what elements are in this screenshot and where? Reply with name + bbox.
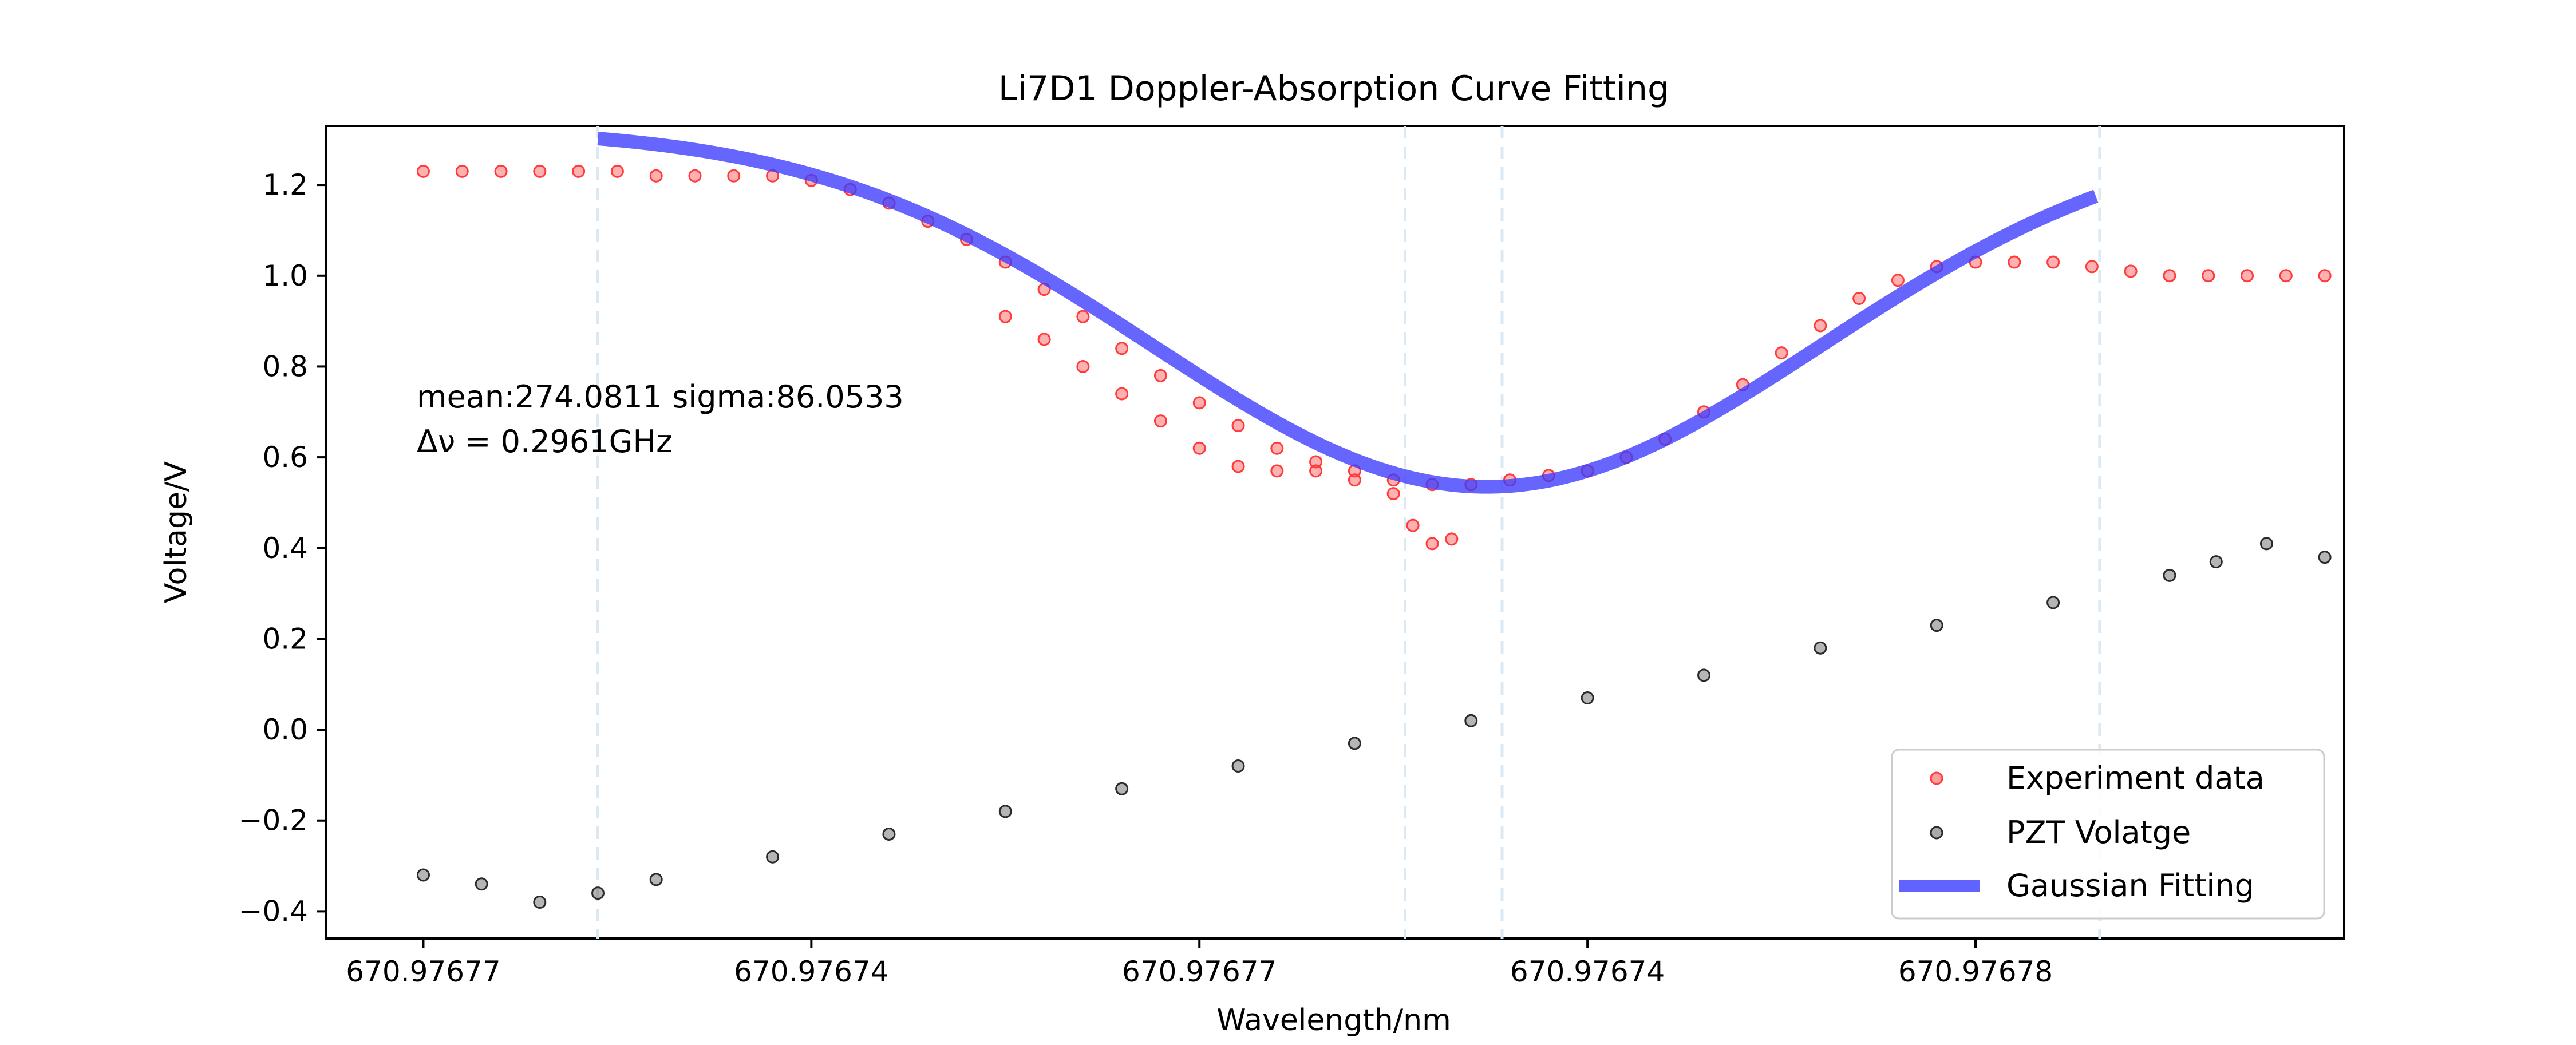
experiment-point — [1425, 537, 1439, 551]
pzt-point — [998, 805, 1012, 818]
x-tick-label-0: 670.97677 — [346, 955, 500, 988]
experiment-point — [1445, 532, 1459, 546]
pzt-point — [766, 850, 780, 864]
pzt-point — [2259, 537, 2273, 551]
pzt-point — [1115, 782, 1129, 795]
x-tick-label-4: 670.97678 — [1898, 955, 2053, 988]
legend-label-experiment: Experiment data — [2006, 760, 2265, 796]
experiment-point — [1153, 369, 1167, 382]
x-tick-label-1: 670.97674 — [734, 955, 888, 988]
experiment-point — [1891, 274, 1905, 287]
pzt-point — [1231, 759, 1245, 773]
legend: Experiment data PZT Volatge Gaussian Fit… — [1891, 749, 2325, 920]
experiment-point — [1192, 441, 1206, 455]
y-tick-label-1: −0.2 — [239, 804, 308, 837]
legend-label-pzt: PZT Volatge — [2006, 814, 2191, 850]
y-tick-label-8: 1.2 — [262, 168, 308, 201]
experiment-point — [1037, 332, 1051, 346]
experiment-point — [2318, 269, 2332, 283]
experiment-point — [533, 164, 547, 178]
pzt-point — [1581, 691, 1594, 705]
series-layer — [416, 132, 2332, 909]
vertical-lines — [596, 126, 2101, 939]
legend-marker-pzt — [1930, 826, 1943, 840]
experiment-point — [1270, 464, 1284, 478]
pzt-point — [1814, 641, 1827, 655]
axes: 670.97677 670.97674 670.97677 670.97674 670.… — [239, 168, 2053, 988]
y-tick-label-3: 0.2 — [262, 622, 308, 655]
experiment-point — [2085, 260, 2099, 274]
legend-box — [1891, 749, 2325, 920]
y-tick-label-2: 0.0 — [262, 713, 308, 746]
pzt-point — [2318, 551, 2332, 564]
y-tick-label-5: 0.6 — [262, 441, 308, 474]
pzt-point — [533, 896, 547, 909]
pzt-point — [2163, 568, 2176, 582]
y-axis-label: Voltage/V — [159, 461, 193, 604]
experiment-point — [416, 164, 430, 178]
experiment-point — [1115, 342, 1129, 355]
experiment-point — [1153, 414, 1167, 428]
experiment-point — [1406, 518, 1420, 532]
plot-area — [325, 125, 2345, 940]
gaussian-fit-line — [597, 132, 2099, 494]
legend-label-gaussian: Gaussian Fitting — [2006, 868, 2254, 904]
experiment-point — [1231, 460, 1245, 473]
experiment-point — [1192, 396, 1206, 410]
pzt-point — [1464, 714, 1478, 727]
experiment-point — [1852, 291, 1866, 305]
pzt-point — [649, 873, 663, 886]
experiment-point — [455, 164, 469, 178]
experiment-point — [610, 164, 624, 178]
pzt-point — [475, 877, 488, 891]
experiment-point — [2202, 269, 2215, 283]
experiment-point — [1231, 419, 1245, 433]
y-tick-label-4: 0.4 — [262, 532, 308, 565]
annotation-mean-sigma: mean:274.0811 sigma:86.0533 — [417, 379, 904, 415]
experiment-point — [1115, 387, 1129, 401]
experiment-point — [2163, 269, 2176, 283]
experiment-point — [572, 164, 586, 178]
pzt-point — [2209, 555, 2223, 569]
pzt-point — [2046, 596, 2060, 609]
pzt-point — [1930, 619, 1943, 632]
experiment-point — [649, 169, 663, 183]
x-tick-label-2: 670.97677 — [1122, 955, 1277, 988]
legend-marker-experiment — [1930, 771, 1943, 785]
pzt-point — [1697, 668, 1710, 682]
experiment-point — [1309, 455, 1323, 469]
experiment-point — [1775, 346, 1788, 360]
experiment-point — [1814, 319, 1827, 332]
chart-title: Li7D1 Doppler-Absorption Curve Fitting — [998, 69, 1669, 109]
x-tick-label-3: 670.97674 — [1510, 955, 1665, 988]
pzt-point — [1348, 737, 1361, 750]
experiment-point — [1309, 464, 1323, 478]
pzt-point — [416, 868, 430, 882]
experiment-point — [2241, 269, 2254, 283]
experiment-point — [1270, 441, 1284, 455]
experiment-point — [2008, 255, 2021, 269]
experiment-point — [1076, 359, 1090, 373]
y-tick-label-7: 1.0 — [262, 259, 308, 292]
experiment-point — [1386, 487, 1400, 501]
experiment-point — [1348, 473, 1361, 487]
x-axis-label: Wavelength/nm — [1216, 1003, 1451, 1038]
y-tick-label-6: 0.8 — [262, 350, 308, 383]
experiment-point — [2279, 269, 2293, 283]
pzt-point — [882, 828, 896, 841]
experiment-point — [2124, 264, 2138, 278]
pzt-point — [591, 886, 605, 900]
y-tick-label-0: −0.4 — [239, 894, 308, 928]
experiment-point — [688, 169, 702, 183]
experiment-point — [494, 164, 508, 178]
annotation-delta-nu: Δν = 0.2961GHz — [417, 423, 672, 460]
experiment-point — [727, 169, 741, 183]
experiment-point — [2046, 255, 2060, 269]
experiment-point — [998, 310, 1012, 323]
experiment-point — [1076, 310, 1090, 323]
